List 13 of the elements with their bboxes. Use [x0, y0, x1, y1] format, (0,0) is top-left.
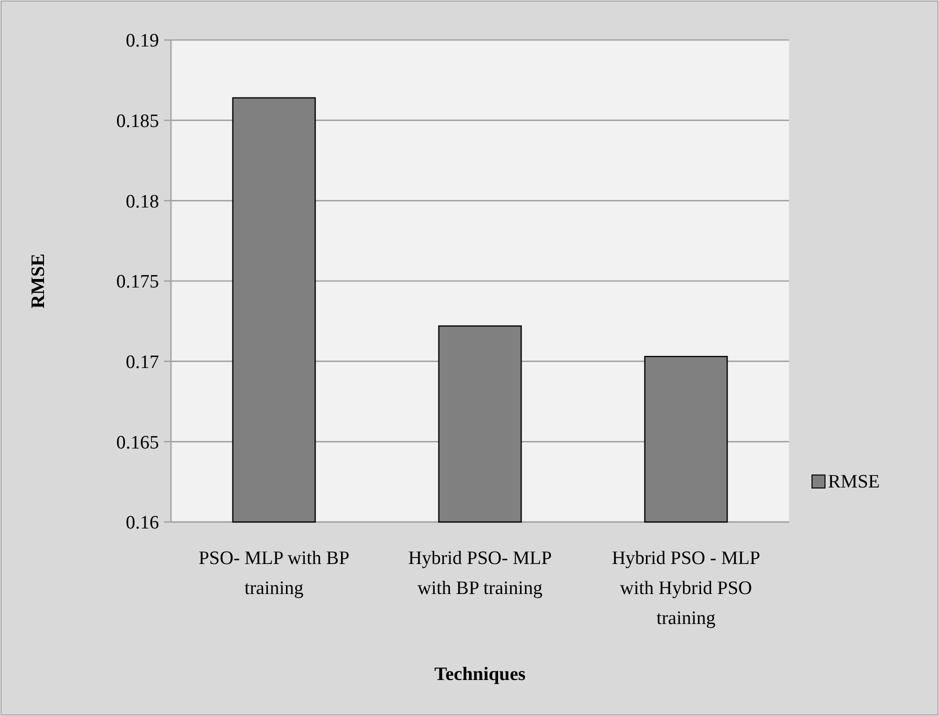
x-tick-label: Hybrid PSO- MLP with BP training [408, 548, 552, 599]
y-tick-label: 0.18 [126, 191, 159, 212]
x-axis-title: Techniques [434, 664, 526, 685]
y-tick-label: 0.175 [116, 272, 159, 293]
legend-label: RMSE [828, 472, 880, 493]
x-tick-label: PSO- MLP with BP training [198, 548, 350, 599]
y-tick-label: 0.19 [126, 30, 159, 52]
y-tick-label: 0.165 [116, 432, 159, 454]
y-tick-label: 0.185 [116, 110, 159, 132]
y-axis-title: RMSE [28, 254, 49, 308]
y-tick-label: 0.16 [126, 512, 159, 534]
x-tick-label: Hybrid PSO - MLP with Hybrid PSO training [612, 548, 760, 629]
y-tick-label: 0.17 [126, 352, 159, 373]
